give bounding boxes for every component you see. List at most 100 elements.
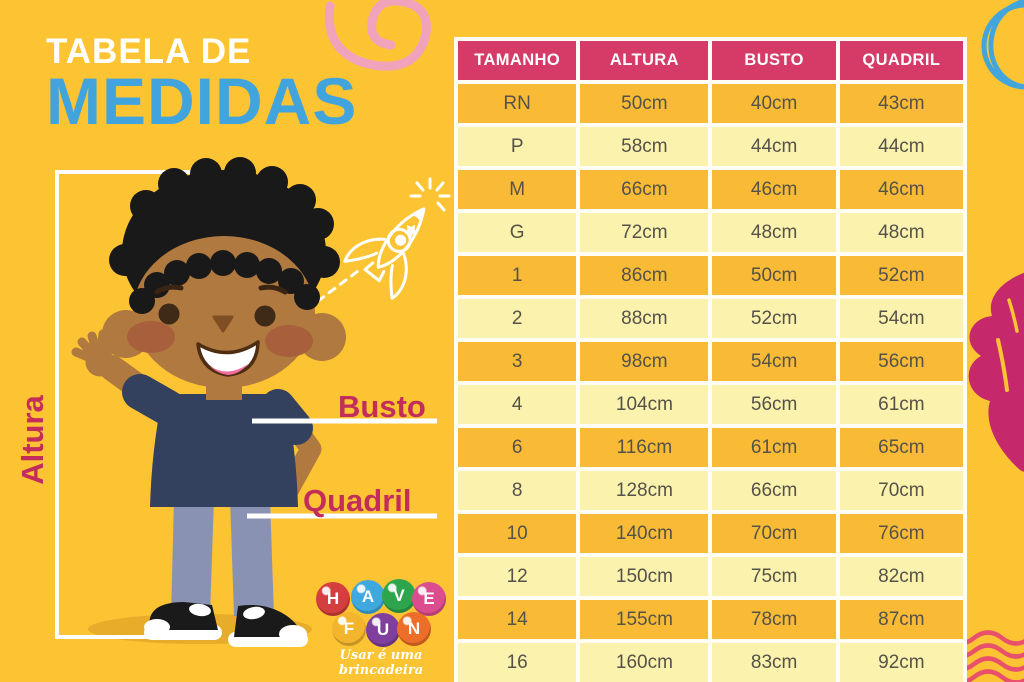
table-cell: 14 xyxy=(458,600,577,639)
table-cell: 3 xyxy=(458,342,577,381)
logo-ball-f: F xyxy=(332,612,366,646)
table-cell: 1 xyxy=(458,256,577,295)
page-title: TABELA DE MEDIDAS xyxy=(46,32,357,136)
table-cell: 78cm xyxy=(712,600,836,639)
table-cell: 10 xyxy=(458,514,577,553)
table-cell: 2 xyxy=(458,299,577,338)
table-body: RN 50cm 40cm 43cm P 58cm 44cm 44cm M 66cm 46cm 46cm… xyxy=(458,84,963,682)
boy-jeans xyxy=(171,498,274,616)
spiral-doodle xyxy=(324,0,431,71)
logo-tagline: Usar é uma brincadeira xyxy=(338,648,424,678)
table-cell: 150cm xyxy=(580,557,709,596)
table-row: 14 155cm 78cm 87cm xyxy=(458,600,963,639)
table-cell: 54cm xyxy=(712,342,836,381)
boy-illustration xyxy=(71,157,346,647)
table-cell: 61cm xyxy=(839,385,963,424)
label-busto: Busto xyxy=(338,389,426,424)
table-cell: G xyxy=(458,213,577,252)
table-cell: 66cm xyxy=(580,170,709,209)
table-row: 8 128cm 66cm 70cm xyxy=(458,471,963,510)
table-cell: 56cm xyxy=(839,342,963,381)
column-header: TAMANHO xyxy=(458,41,577,80)
boy-eyebrows xyxy=(154,284,288,295)
table-cell: 52cm xyxy=(839,256,963,295)
table-row: 16 160cm 83cm 92cm xyxy=(458,643,963,682)
column-header: ALTURA xyxy=(580,41,709,80)
table-row: 4 104cm 56cm 61cm xyxy=(458,385,963,424)
table-cell: 87cm xyxy=(839,600,963,639)
column-header: BUSTO xyxy=(712,41,836,80)
table-cell: 128cm xyxy=(580,471,709,510)
table-cell: 88cm xyxy=(580,299,709,338)
table-row: P 58cm 44cm 44cm xyxy=(458,127,963,166)
table-row: 1 86cm 50cm 52cm xyxy=(458,256,963,295)
table-cell: 70cm xyxy=(839,471,963,510)
table-row: 2 88cm 52cm 54cm xyxy=(458,299,963,338)
logo-ball-u: U xyxy=(366,613,400,647)
table-cell: M xyxy=(458,170,577,209)
label-altura: Altura xyxy=(15,395,50,485)
table-cell: RN xyxy=(458,84,577,123)
table-cell: 48cm xyxy=(839,213,963,252)
table-cell: 160cm xyxy=(580,643,709,682)
table-cell: 12 xyxy=(458,557,577,596)
table-cell: 52cm xyxy=(712,299,836,338)
table-cell: 58cm xyxy=(580,127,709,166)
boy-sneakers xyxy=(144,602,308,647)
table-cell: 44cm xyxy=(839,127,963,166)
table-cell: P xyxy=(458,127,577,166)
size-table: TAMANHO ALTURA BUSTO QUADRIL RN 50cm 40cm 43cm… xyxy=(454,37,967,682)
table-cell: 50cm xyxy=(712,256,836,295)
table-cell: 66cm xyxy=(712,471,836,510)
table-cell: 72cm xyxy=(580,213,709,252)
table-cell: 46cm xyxy=(712,170,836,209)
table-cell: 82cm xyxy=(839,557,963,596)
table-row: 10 140cm 70cm 76cm xyxy=(458,514,963,553)
height-bracket xyxy=(55,170,207,639)
table-row: M 66cm 46cm 46cm xyxy=(458,170,963,209)
table-cell: 40cm xyxy=(712,84,836,123)
table-cell: 8 xyxy=(458,471,577,510)
table-row: RN 50cm 40cm 43cm xyxy=(458,84,963,123)
table-cell: 46cm xyxy=(839,170,963,209)
table-cell: 65cm xyxy=(839,428,963,467)
table-cell: 155cm xyxy=(580,600,709,639)
table-row: 12 150cm 75cm 82cm xyxy=(458,557,963,596)
table-cell: 104cm xyxy=(580,385,709,424)
table-row: 6 116cm 61cm 65cm xyxy=(458,428,963,467)
column-header: QUADRIL xyxy=(839,41,963,80)
logo-ball-h: H xyxy=(316,582,350,616)
table-cell: 56cm xyxy=(712,385,836,424)
table-row: G 72cm 48cm 48cm xyxy=(458,213,963,252)
table-cell: 70cm xyxy=(712,514,836,553)
table-cell: 16 xyxy=(458,643,577,682)
table-cell: 6 xyxy=(458,428,577,467)
boy-head xyxy=(102,157,346,388)
rocket-doodle xyxy=(316,177,451,303)
table-cell: 61cm xyxy=(712,428,836,467)
table-row: 3 98cm 54cm 56cm xyxy=(458,342,963,381)
table-cell: 75cm xyxy=(712,557,836,596)
table-cell: 98cm xyxy=(580,342,709,381)
table-header-row: TAMANHO ALTURA BUSTO QUADRIL xyxy=(458,41,963,80)
logo-ball-a: A xyxy=(351,580,385,614)
table-cell: 86cm xyxy=(580,256,709,295)
title-line1: TABELA DE xyxy=(46,32,252,71)
boy-tshirt xyxy=(122,374,313,507)
logo-ball-n: N xyxy=(397,612,431,646)
table-cell: 140cm xyxy=(580,514,709,553)
circle-doodle xyxy=(981,0,1024,90)
boy-mouth xyxy=(196,340,260,377)
table-cell: 83cm xyxy=(712,643,836,682)
table-cell: 76cm xyxy=(839,514,963,553)
brush-stroke xyxy=(968,272,1024,472)
table-cell: 54cm xyxy=(839,299,963,338)
table-cell: 43cm xyxy=(839,84,963,123)
logo-ball-v: V xyxy=(382,579,416,613)
table-cell: 44cm xyxy=(712,127,836,166)
sparkle-icon xyxy=(409,177,451,212)
logo-ball-e: E xyxy=(412,582,446,616)
table-cell: 48cm xyxy=(712,213,836,252)
